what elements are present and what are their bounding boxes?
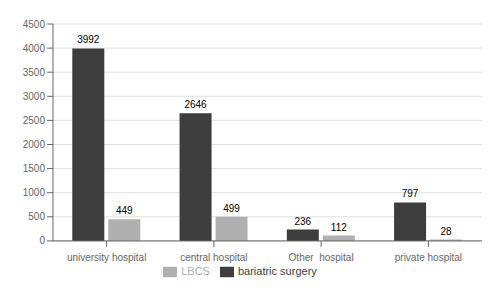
svg-text:236: 236 xyxy=(294,216,311,227)
svg-text:0: 0 xyxy=(39,235,45,246)
svg-text:2500: 2500 xyxy=(23,115,46,126)
svg-text:28: 28 xyxy=(440,226,452,237)
svg-text:4500: 4500 xyxy=(23,19,46,30)
svg-text:university hospital: university hospital xyxy=(67,252,146,263)
svg-text:449: 449 xyxy=(116,205,133,216)
svg-text:3500: 3500 xyxy=(23,67,46,78)
svg-text:Other hospital: Other hospital xyxy=(289,252,354,263)
svg-text:3992: 3992 xyxy=(77,34,100,45)
html-text:bariatric surgery: bariatric surgery xyxy=(237,264,317,277)
svg-text:1500: 1500 xyxy=(23,163,46,174)
svg-text:1000: 1000 xyxy=(23,187,46,198)
svg-text:4000: 4000 xyxy=(23,43,46,54)
svg-text:private hospital: private hospital xyxy=(395,252,462,263)
svg-text:499: 499 xyxy=(223,203,240,214)
svg-text:3000: 3000 xyxy=(23,91,46,102)
svg-text:500: 500 xyxy=(28,211,45,222)
svg-text:central hospital: central hospital xyxy=(180,252,247,263)
svg-text:797: 797 xyxy=(402,188,419,199)
svg-text:112: 112 xyxy=(331,222,347,233)
html-text:LBCS: LBCS xyxy=(181,264,210,277)
svg-text:2646: 2646 xyxy=(184,99,207,110)
svg-text:2000: 2000 xyxy=(23,139,46,150)
